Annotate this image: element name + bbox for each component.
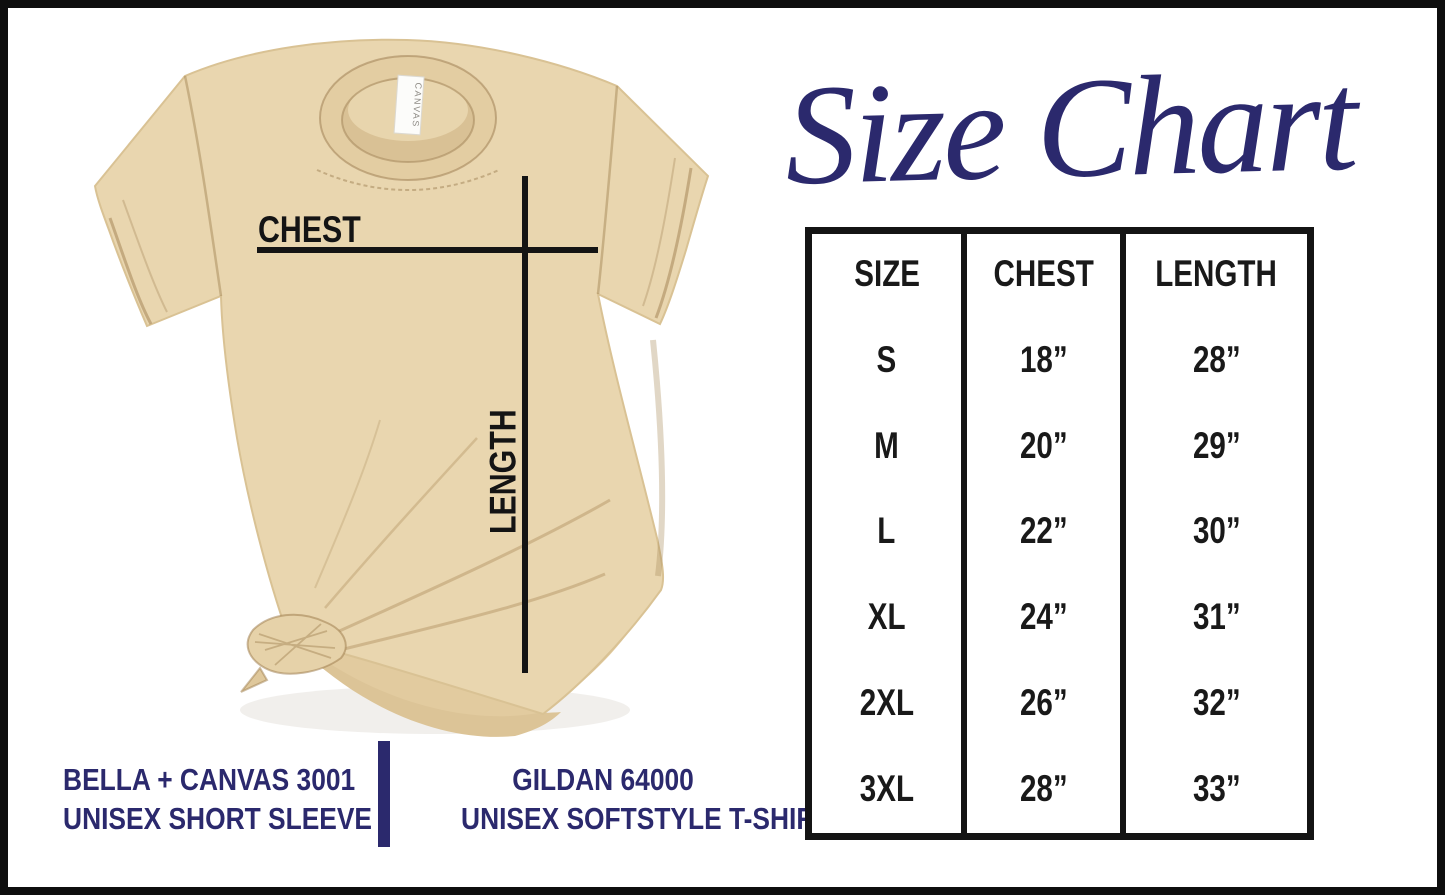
size-table: SIZE S M L XL 2XL 3XL CHEST 18” 20” 22” … (805, 227, 1314, 840)
product-name: BELLA + CANVAS 3001 (63, 762, 356, 797)
product-style: UNISEX SHORT SLEEVE (63, 801, 372, 836)
product-style: UNISEX SOFTSTYLE T-SHIRT (461, 801, 832, 836)
chest-measure-line (257, 247, 598, 253)
table-cell: 22” (1019, 510, 1068, 552)
table-cell: 28” (1192, 338, 1241, 380)
neck-tag-text: CANVAS (411, 82, 424, 128)
table-cell: L (877, 510, 896, 552)
tshirt-illustration: CANVAS (93, 38, 710, 737)
table-cell: 30” (1192, 510, 1241, 552)
product-caption-gildan: GILDAN 64000 UNISEX SOFTSTYLE T-SHIRT (461, 760, 832, 838)
table-column-size: SIZE S M L XL 2XL 3XL (812, 234, 961, 833)
table-cell: XL (867, 596, 906, 638)
column-header-length: LENGTH (1155, 253, 1278, 294)
table-cell: 31” (1192, 596, 1241, 638)
chest-measure-label: CHEST (258, 209, 361, 250)
table-cell: S (876, 338, 897, 380)
column-header-size: SIZE (853, 253, 920, 294)
caption-divider-bar (378, 741, 390, 847)
neck-tag: CANVAS (393, 74, 425, 136)
table-cell: 26” (1019, 682, 1068, 724)
length-measure-line (522, 176, 528, 673)
table-cell: M (874, 424, 900, 466)
table-cell: 18” (1019, 338, 1068, 380)
table-column-length: LENGTH 28” 29” 30” 31” 32” 33” (1119, 234, 1307, 833)
table-cell: 3XL (859, 767, 914, 809)
table-cell: 29” (1192, 424, 1241, 466)
table-cell: 28” (1019, 767, 1068, 809)
product-caption-bella-canvas: BELLA + CANVAS 3001 UNISEX SHORT SLEEVE (63, 760, 372, 838)
table-cell: 33” (1192, 767, 1241, 809)
product-name: GILDAN 64000 (512, 762, 694, 797)
table-column-chest: CHEST 18” 20” 22” 24” 26” 28” (961, 234, 1119, 833)
length-measure-label: LENGTH (482, 409, 524, 534)
table-cell: 20” (1019, 424, 1068, 466)
table-cell: 24” (1019, 596, 1068, 638)
page-title: Size Chart (783, 41, 1357, 215)
table-cell: 32” (1192, 682, 1241, 724)
table-cell: 2XL (859, 682, 914, 724)
column-header-chest: CHEST (993, 253, 1094, 294)
shirt-photo: CANVAS CHEST LENGTH (15, 18, 745, 748)
